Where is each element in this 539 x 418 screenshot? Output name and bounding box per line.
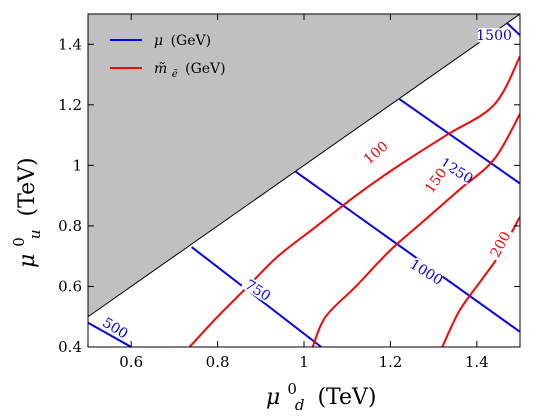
legend-mu-symbol: μ bbox=[154, 33, 163, 49]
x-axis-label: μ 0 d (TeV) bbox=[266, 375, 377, 416]
contour-label-mu-1500: 1500 bbox=[476, 28, 512, 44]
contour-m-100 bbox=[188, 55, 520, 347]
legend-selectron-sub: ẽ bbox=[172, 69, 178, 80]
contour-label-bg-mu-500 bbox=[98, 313, 133, 343]
y-axis-sup: 0 bbox=[10, 237, 28, 247]
contour-label-bg-m-200 bbox=[486, 226, 514, 262]
contour-mu-1000 bbox=[294, 170, 520, 333]
x-tick-label-0: 0.6 bbox=[119, 353, 143, 371]
legend-label-mu: μ (GeV) bbox=[154, 33, 211, 49]
contour-label-bg-m-100 bbox=[358, 136, 393, 169]
excluded-boundary bbox=[88, 14, 520, 318]
contour-label-bg-mu-1500 bbox=[478, 28, 511, 43]
y-tick-label-3: 1 bbox=[72, 156, 82, 174]
legend-selectron-unit: (GeV) bbox=[185, 61, 226, 77]
y-axis-sub: u bbox=[26, 229, 44, 239]
x-tick-label-4: 1.4 bbox=[465, 353, 489, 371]
y-tick-label-4: 1.2 bbox=[58, 96, 82, 114]
y-tick-label-1: 0.6 bbox=[58, 277, 82, 295]
y-tick-label-2: 0.8 bbox=[58, 217, 82, 235]
x-axis-symbol: μ bbox=[266, 385, 280, 410]
contour-label-bg-m-150 bbox=[420, 163, 451, 198]
contour-label-bg-mu-1000 bbox=[409, 257, 444, 287]
contour-mu-500 bbox=[88, 321, 132, 347]
contour-label-bg-mu-1250 bbox=[439, 155, 475, 185]
y-tick-label-0: 0.4 bbox=[58, 338, 82, 356]
excluded-region bbox=[88, 14, 520, 318]
y-axis-symbol: μ bbox=[15, 254, 40, 268]
contour-mu-1500 bbox=[506, 22, 520, 36]
contour-label-group-mu-1500: 1500 bbox=[476, 28, 512, 44]
y-axis-unit: (TeV) bbox=[15, 157, 40, 216]
legend: μ (GeV) m̃ ẽ (GeV) bbox=[110, 33, 226, 81]
x-axis-unit: (TeV) bbox=[317, 385, 376, 410]
legend-mu-unit: (GeV) bbox=[171, 33, 212, 49]
x-tick-label-1: 0.8 bbox=[206, 353, 230, 371]
contour-m-150 bbox=[311, 113, 520, 347]
x-axis-sub: d bbox=[295, 396, 305, 414]
contour-mu-1250 bbox=[398, 97, 520, 185]
x-tick-label-2: 1 bbox=[299, 353, 309, 371]
y-axis-label: μ 0 u (TeV) bbox=[5, 157, 46, 268]
axis-ticks: 0.6 0.8 1 1.2 1.4 0.4 0.6 0.8 1 1.2 1.4 bbox=[58, 14, 520, 371]
legend-label-selectron: m̃ ẽ (GeV) bbox=[154, 61, 226, 81]
y-tick-label-5: 1.4 bbox=[58, 35, 82, 53]
x-axis-sup: 0 bbox=[287, 380, 297, 398]
contour-label-bg-mu-750 bbox=[240, 275, 276, 305]
x-tick-label-3: 1.2 bbox=[378, 353, 402, 371]
legend-selectron-symbol: m̃ bbox=[154, 61, 167, 77]
